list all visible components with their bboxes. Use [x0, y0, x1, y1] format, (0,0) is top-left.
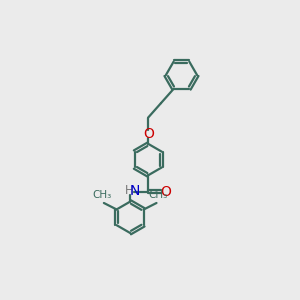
Text: CH₃: CH₃ — [149, 190, 168, 200]
Text: N: N — [130, 184, 140, 198]
Text: O: O — [143, 127, 154, 141]
Text: CH₃: CH₃ — [92, 190, 112, 200]
Text: O: O — [160, 185, 171, 199]
Text: H: H — [125, 184, 134, 197]
